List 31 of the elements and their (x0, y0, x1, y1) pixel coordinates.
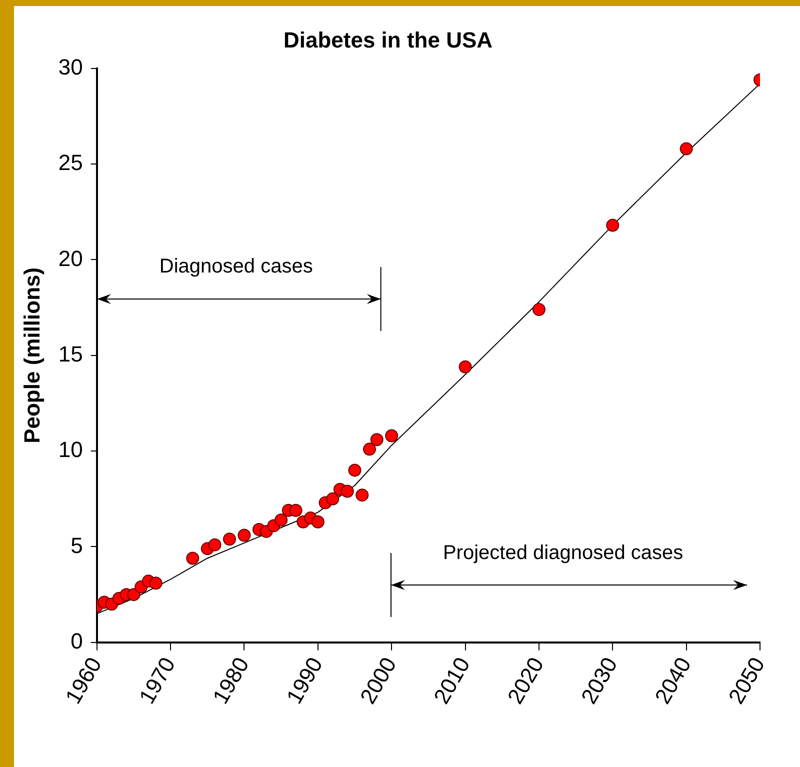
point (680, 142, 693, 156)
point (340, 484, 354, 498)
point (362, 442, 376, 456)
annotation: Diagnosed cases (159, 256, 313, 278)
point (385, 429, 398, 442)
point (532, 302, 546, 316)
y-tick-label: 5 (70, 532, 83, 558)
y-tick-label: 20 (58, 246, 83, 271)
y-axis-title: People (millions) (19, 267, 44, 444)
point (458, 360, 472, 374)
annotation: Projected diagnosed cases (442, 542, 684, 564)
chart-title: Diabetes in the USA (283, 27, 493, 52)
y-tick-label: 15 (58, 341, 83, 366)
point (274, 513, 288, 526)
point (326, 492, 340, 506)
y-tick-label: 30 (58, 54, 83, 80)
y-tick-label: 10 (58, 437, 83, 462)
y-tick-label: 0 (70, 628, 83, 654)
point (348, 464, 362, 477)
point (289, 504, 302, 517)
y-tick-label: 25 (58, 150, 83, 176)
point (606, 218, 620, 232)
point (311, 515, 324, 528)
point (186, 552, 200, 565)
point (208, 538, 222, 552)
point (222, 532, 236, 546)
point (127, 588, 140, 602)
point (370, 433, 384, 446)
point (356, 488, 369, 502)
point (149, 576, 162, 590)
point (238, 528, 251, 542)
